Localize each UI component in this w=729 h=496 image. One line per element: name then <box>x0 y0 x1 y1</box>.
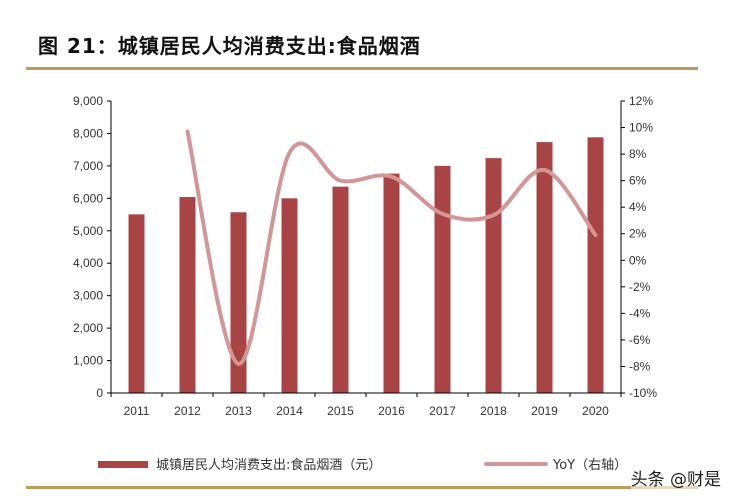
right-tick-label: 12% <box>629 94 653 108</box>
right-tick-label: -2% <box>629 280 651 294</box>
legend-line-label: YoY（右轴） <box>552 458 627 473</box>
left-tick-label: 3,000 <box>73 289 103 303</box>
left-tick-label: 5,000 <box>73 224 103 238</box>
bar-2014 <box>281 198 298 393</box>
bar-2015 <box>332 186 349 393</box>
right-tick-label: -6% <box>629 333 651 347</box>
left-tick-label: 4,000 <box>73 256 103 270</box>
bar-2012 <box>179 197 196 393</box>
bar-2018 <box>485 158 502 393</box>
x-tick-label: 2013 <box>225 404 252 418</box>
right-tick-label: -4% <box>629 306 651 320</box>
x-tick-label: 2011 <box>124 404 150 418</box>
x-tick-label: 2019 <box>531 404 558 418</box>
right-tick-label: 10% <box>629 121 653 135</box>
right-tick-label: -10% <box>629 386 657 400</box>
left-tick-label: 1,000 <box>73 354 103 368</box>
right-tick-label: 2% <box>629 227 647 241</box>
bar-2017 <box>434 165 451 393</box>
legend-bar-label: 城镇居民人均消费支出:食品烟酒（元） <box>156 457 381 473</box>
x-tick-label: 2016 <box>378 404 405 418</box>
x-tick-label: 2020 <box>582 404 609 418</box>
right-tick-label: 8% <box>629 147 647 161</box>
x-tick-label: 2015 <box>327 404 354 418</box>
bottom-divider <box>26 486 698 489</box>
bar-2011 <box>128 214 145 393</box>
bar-2019 <box>536 142 553 393</box>
right-tick-label: 0% <box>629 253 647 267</box>
left-tick-label: 8,000 <box>73 126 103 140</box>
x-tick-label: 2014 <box>276 404 303 418</box>
left-tick-label: 9,000 <box>73 94 103 108</box>
bar-2013 <box>230 212 247 393</box>
left-tick-label: 2,000 <box>73 321 103 335</box>
right-tick-label: 4% <box>629 200 647 214</box>
x-tick-label: 2012 <box>174 404 201 418</box>
left-tick-label: 7,000 <box>73 159 103 173</box>
right-tick-label: -8% <box>629 359 651 373</box>
watermark: 头条 @财是 <box>630 465 721 490</box>
x-tick-label: 2018 <box>480 404 507 418</box>
legend-bar-swatch <box>98 461 148 468</box>
right-tick-label: 6% <box>629 174 647 188</box>
bar-2016 <box>383 173 400 393</box>
yoy-line <box>185 129 598 366</box>
chart-title: 图 21：城镇居民人均消费支出:食品烟酒 <box>38 34 421 58</box>
title-divider <box>26 67 698 70</box>
left-tick-label: 6,000 <box>73 191 103 205</box>
x-tick-label: 2017 <box>429 404 456 418</box>
left-tick-label: 0 <box>96 386 103 400</box>
bar-2020 <box>587 137 604 393</box>
